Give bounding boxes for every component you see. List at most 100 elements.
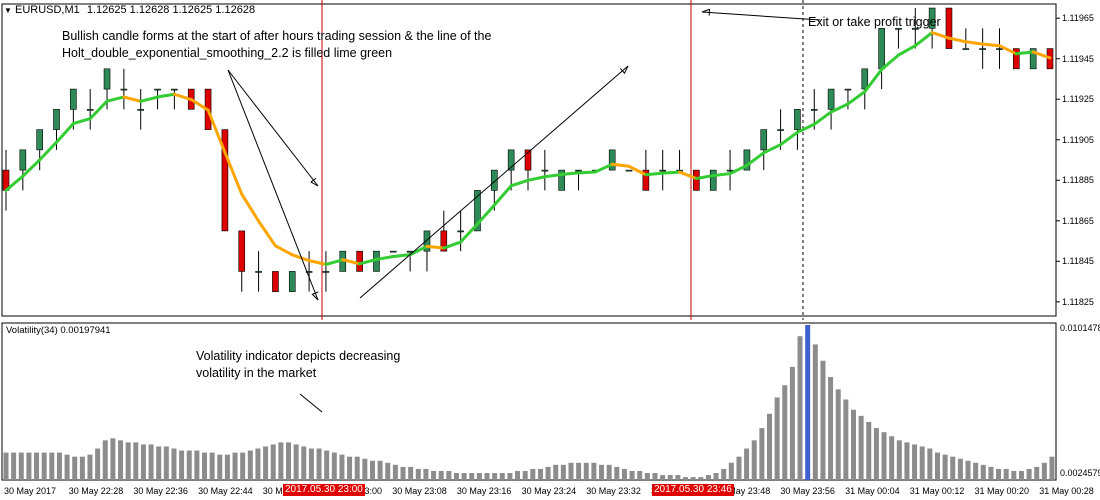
- volatility-bar: [431, 470, 437, 480]
- smoothing-segment: [55, 122, 75, 144]
- volatility-bar: [728, 462, 734, 480]
- volatility-bar: [621, 468, 627, 480]
- smoothing-segment: [105, 95, 126, 103]
- smoothing-segment: [779, 130, 799, 147]
- volatility-bar: [866, 421, 872, 480]
- volatility-bar: [965, 460, 971, 480]
- volatility-canvas[interactable]: [0, 320, 1100, 483]
- price-axis-label: 1.11845: [1062, 256, 1094, 267]
- candle-body: [760, 129, 768, 151]
- candle-body: [541, 169, 549, 172]
- smoothing-segment: [981, 42, 1001, 48]
- volatility-bar: [522, 470, 528, 480]
- candle-body: [709, 169, 717, 191]
- volatility-bar: [354, 456, 360, 480]
- bullish-note-line-2: Holt_double_exponential_smoothing_2.2 is…: [62, 46, 393, 60]
- candle-body: [911, 28, 919, 30]
- exit-annotation: Exit or take profit trigger: [808, 15, 941, 29]
- annotation-arrow: [299, 393, 323, 413]
- time-axis-label: 30 May 23:32: [586, 486, 641, 496]
- volatility-bar: [224, 454, 230, 480]
- candle-body: [36, 129, 43, 151]
- volatility-bar: [316, 448, 322, 480]
- volatility-bar: [34, 452, 40, 480]
- candle-body: [979, 48, 986, 50]
- volatility-bar: [568, 462, 574, 480]
- dropdown-triangle-icon[interactable]: ▼: [4, 6, 12, 15]
- volatility-bar: [56, 452, 62, 480]
- price-axis-label: 1.11945: [1062, 53, 1094, 64]
- candle-body: [659, 169, 667, 172]
- volatility-bar: [179, 450, 185, 480]
- volatility-bar: [820, 360, 826, 480]
- chart-header: ▼ EURUSD,M1 1.12625 1.12628 1.12625 1.12…: [4, 4, 255, 17]
- volatility-bar: [744, 448, 750, 480]
- volatility-bar: [3, 452, 9, 480]
- arrow-head-icon: [310, 177, 319, 187]
- smoothing-segment: [459, 222, 479, 244]
- smoothing-segment: [526, 175, 547, 182]
- volatility-bar: [492, 473, 498, 480]
- smoothing-segment: [156, 92, 176, 99]
- volatility-bar: [49, 452, 55, 480]
- smoothing-segment: [139, 95, 160, 103]
- price-chart-canvas[interactable]: [0, 0, 1100, 320]
- annotation-arrow: [359, 65, 629, 299]
- volatility-bar: [957, 458, 963, 480]
- candle-body: [356, 250, 363, 272]
- candle-body: [575, 169, 582, 172]
- smoothing-segment: [391, 253, 412, 259]
- volatility-bar: [232, 452, 238, 480]
- smoothing-segment: [711, 172, 732, 178]
- price-chart-pane[interactable]: ▼ EURUSD,M1 1.12625 1.12628 1.12625 1.12…: [0, 0, 1100, 320]
- volatility-bar: [41, 452, 47, 480]
- arrow-head-icon: [620, 65, 629, 75]
- smoothing-segment: [324, 258, 345, 266]
- annotation-arrow: [227, 69, 319, 301]
- time-axis-label: 30 May 23:16: [456, 486, 512, 496]
- volatility-bar: [156, 446, 162, 480]
- candle-body: [827, 88, 835, 110]
- volatility-bar: [285, 442, 291, 480]
- candle-body: [861, 68, 869, 90]
- volatility-bar: [392, 464, 398, 480]
- volatility-bar: [209, 452, 215, 480]
- volatility-bar: [1018, 470, 1024, 480]
- smoothing-segment: [122, 95, 143, 103]
- volatility-bar: [301, 446, 307, 480]
- smoothing-segment: [206, 108, 227, 154]
- volatility-bar: [1003, 468, 1009, 480]
- smoothing-segment: [38, 140, 59, 162]
- candle-body: [305, 271, 313, 273]
- time-marker-1: 2017.05.30 23:00: [283, 484, 365, 496]
- volatility-bar: [507, 473, 513, 480]
- volatility-bar: [690, 477, 696, 480]
- smoothing-segment: [795, 122, 816, 134]
- volatility-bar: [171, 448, 177, 480]
- smoothing-segment: [661, 170, 682, 175]
- volatility-bar: [446, 470, 452, 480]
- candle-body: [878, 28, 885, 70]
- volatility-bar: [942, 454, 948, 480]
- volatility-bar: [148, 444, 154, 480]
- candle-body: [171, 88, 178, 91]
- volatility-bar: [767, 413, 773, 480]
- candle-body: [608, 149, 616, 171]
- smoothing-segment: [21, 158, 42, 178]
- price-axis-label: 1.11825: [1062, 296, 1094, 307]
- volatility-bar: [973, 462, 979, 480]
- smoothing-segment: [745, 151, 766, 167]
- volatility-bar: [904, 442, 910, 480]
- price-axis-label: 1.11905: [1062, 134, 1094, 145]
- candle-body: [322, 271, 330, 273]
- volatility-bar: [843, 399, 849, 480]
- volatility-bar: [889, 436, 895, 480]
- volatility-bar: [675, 475, 681, 480]
- volatility-bar: [163, 446, 169, 480]
- smoothing-segment: [1014, 50, 1035, 56]
- smoothing-segment: [374, 255, 395, 261]
- volatility-bar: [996, 468, 1002, 480]
- volatility-pane[interactable]: Volatility(34) 0.00197941 0.0101478 0.00…: [0, 320, 1100, 483]
- volatility-bar: [362, 458, 368, 480]
- smoothing-segment: [290, 253, 311, 263]
